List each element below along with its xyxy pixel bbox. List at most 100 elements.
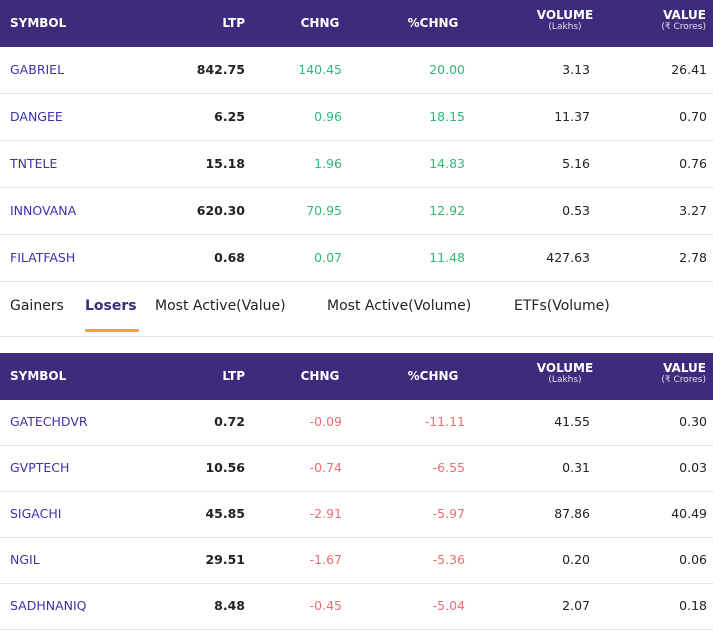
cell: -5.04 [432, 598, 465, 613]
tab[interactable]: Most Active(Volume) [327, 298, 472, 314]
cell: 11.37 [554, 108, 590, 124]
cell: 5.16 [562, 155, 590, 171]
tab[interactable]: Losers [85, 298, 137, 314]
tab[interactable]: Most Active(Value) [155, 298, 286, 314]
symbol-link[interactable]: INNOVANA [10, 202, 77, 218]
cell: 0.68 [214, 249, 245, 265]
table-row: SADHNANIQ 8.48 -0.45 -5.04 2.07 0.18 [0, 584, 713, 630]
header-cell: VALUE (₹ Crores) [661, 8, 706, 32]
cell: 12.92 [429, 202, 465, 218]
header-sublabel: (₹ Crores) [661, 22, 706, 32]
header-cell: CHNG [300, 369, 340, 383]
cell: 8.48 [214, 598, 245, 613]
cell: -5.97 [432, 506, 465, 521]
cell: 20.00 [429, 61, 465, 77]
table-row: FILATFASH 0.68 0.07 11.48 427.63 2.78 [0, 235, 713, 282]
header-sublabel: (₹ Crores) [661, 375, 706, 385]
tab-bar: Gainers Losers Most Active(Value) Most Acti… [0, 282, 713, 337]
table-header: SYMBOL LTP CHNG %CHNG VOLUME (Lakhs) VALUE (₹ C… [0, 0, 713, 47]
table-row: GVPTECH 10.56 -0.74 -6.55 0.31 0.03 [0, 446, 713, 492]
cell: 620.30 [196, 202, 245, 218]
cell: 40.49 [671, 506, 707, 521]
cell: 3.13 [562, 61, 590, 77]
cell: -11.11 [424, 414, 465, 429]
cell: 140.45 [298, 61, 342, 77]
cell: 0.96 [314, 108, 342, 124]
header-cell: VALUE (₹ Crores) [661, 361, 706, 385]
header-sublabel: (Lakhs) [548, 375, 582, 385]
cell: -0.09 [309, 414, 342, 429]
cell: 0.30 [679, 414, 707, 429]
cell: 29.51 [205, 552, 245, 567]
cell: 41.55 [554, 414, 590, 429]
cell: 0.03 [679, 460, 707, 475]
header-label: VOLUME [536, 361, 594, 375]
table-row: GABRIEL 842.75 140.45 20.00 3.13 26.41 [0, 47, 713, 94]
tab[interactable]: Gainers [10, 298, 64, 314]
cell: -1.67 [309, 552, 342, 567]
symbol-link[interactable]: TNTELE [10, 155, 58, 171]
header-cell: SYMBOL [10, 369, 67, 383]
header-sublabel: (Lakhs) [548, 22, 582, 32]
cell: 0.76 [679, 155, 707, 171]
cell: 427.63 [546, 249, 590, 265]
tab[interactable]: ETFs(Volume) [514, 298, 610, 314]
header-cell: SYMBOL [10, 16, 67, 30]
table-row: GATECHDVR 0.72 -0.09 -11.11 41.55 0.30 [0, 400, 713, 446]
cell: 14.83 [429, 155, 465, 171]
header-label: VALUE [663, 8, 706, 22]
cell: 842.75 [196, 61, 245, 77]
table-row: INNOVANA 620.30 70.95 12.92 0.53 3.27 [0, 188, 713, 235]
cell: -0.45 [309, 598, 342, 613]
cell: 26.41 [671, 61, 707, 77]
cell: 70.95 [306, 202, 342, 218]
cell: 6.25 [214, 108, 245, 124]
cell: 0.20 [562, 552, 590, 567]
cell: 3.27 [679, 202, 707, 218]
header-cell: %CHNG [407, 16, 459, 30]
symbol-link[interactable]: GABRIEL [10, 61, 65, 77]
cell: 0.31 [562, 460, 590, 475]
header-cell: LTP [222, 369, 245, 383]
cell: 2.78 [679, 249, 707, 265]
cell: -5.36 [432, 552, 465, 567]
cell: -0.74 [309, 460, 342, 475]
cell: -2.91 [309, 506, 342, 521]
cell: 45.85 [205, 506, 245, 521]
cell: 10.56 [205, 460, 245, 475]
cell: 2.07 [562, 598, 590, 613]
cell: 11.48 [429, 249, 465, 265]
symbol-link[interactable]: NGIL [10, 552, 40, 567]
table-row: SIGACHI 45.85 -2.91 -5.97 87.86 40.49 [0, 492, 713, 538]
table-row: DANGEE 6.25 0.96 18.15 11.37 0.70 [0, 94, 713, 141]
table-row: TNTELE 15.18 1.96 14.83 5.16 0.76 [0, 141, 713, 188]
symbol-link[interactable]: DANGEE [10, 108, 63, 124]
symbol-link[interactable]: SIGACHI [10, 506, 62, 521]
header-cell: VOLUME (Lakhs) [537, 8, 593, 32]
header-cell: LTP [222, 16, 245, 30]
symbol-link[interactable]: SADHNANIQ [10, 598, 87, 613]
cell: 0.53 [562, 202, 590, 218]
header-label: VOLUME [536, 8, 594, 22]
cell: 18.15 [429, 108, 465, 124]
cell: -6.55 [432, 460, 465, 475]
cell: 87.86 [554, 506, 590, 521]
header-cell: CHNG [300, 16, 340, 30]
cell: 0.06 [679, 552, 707, 567]
symbol-link[interactable]: GVPTECH [10, 460, 70, 475]
cell: 1.96 [314, 155, 342, 171]
tab-underline [85, 329, 139, 332]
cell: 0.70 [679, 108, 707, 124]
header-cell: VOLUME (Lakhs) [537, 361, 593, 385]
symbol-link[interactable]: GATECHDVR [10, 414, 88, 429]
cell: 0.18 [679, 598, 707, 613]
header-label: VALUE [663, 361, 706, 375]
table-row: NGIL 29.51 -1.67 -5.36 0.20 0.06 [0, 538, 713, 584]
cell: 15.18 [205, 155, 245, 171]
header-cell: %CHNG [407, 369, 459, 383]
cell: 0.07 [314, 249, 342, 265]
cell: 0.72 [214, 414, 245, 429]
symbol-link[interactable]: FILATFASH [10, 249, 76, 265]
table-header: SYMBOL LTP CHNG %CHNG VOLUME (Lakhs) VALUE (₹ C… [0, 353, 713, 400]
